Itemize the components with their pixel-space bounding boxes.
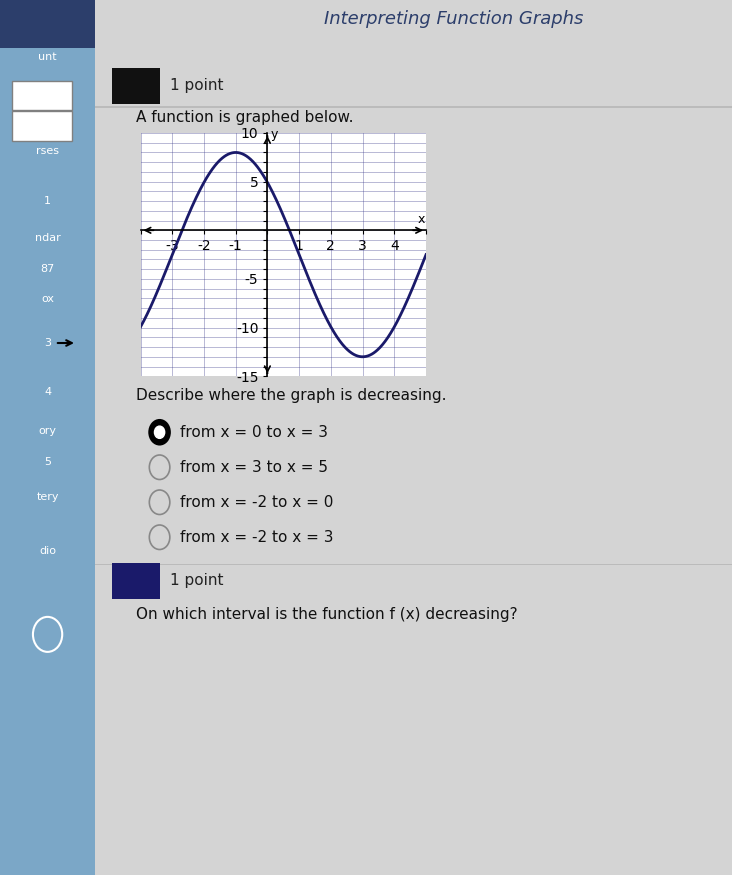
Circle shape xyxy=(149,490,170,514)
Text: x: x xyxy=(417,214,425,227)
Text: 1: 1 xyxy=(44,196,51,206)
FancyBboxPatch shape xyxy=(12,111,72,141)
Text: ory: ory xyxy=(39,425,56,436)
FancyBboxPatch shape xyxy=(0,0,95,48)
FancyBboxPatch shape xyxy=(12,80,72,110)
Text: unt: unt xyxy=(38,52,57,62)
Text: 1 point: 1 point xyxy=(170,78,223,94)
Text: Interpreting Function Graphs: Interpreting Function Graphs xyxy=(324,10,583,28)
FancyBboxPatch shape xyxy=(112,68,160,104)
Text: from x = 3 to x = 5: from x = 3 to x = 5 xyxy=(180,459,328,475)
Text: 87: 87 xyxy=(40,263,55,274)
Text: A function is graphed below.: A function is graphed below. xyxy=(136,109,354,125)
Text: On which interval is the function f (x) decreasing?: On which interval is the function f (x) … xyxy=(136,606,518,622)
Text: rses: rses xyxy=(36,145,59,156)
Text: 5: 5 xyxy=(44,457,51,467)
Text: ox: ox xyxy=(41,294,54,304)
Text: 1: 1 xyxy=(130,77,142,94)
Circle shape xyxy=(154,426,165,438)
Text: tery: tery xyxy=(37,492,59,502)
Text: lp: lp xyxy=(42,629,53,640)
Text: from x = 0 to x = 3: from x = 0 to x = 3 xyxy=(180,424,328,440)
FancyBboxPatch shape xyxy=(95,106,732,108)
Circle shape xyxy=(149,525,170,550)
Text: y: y xyxy=(271,128,278,141)
Text: Describe where the graph is decreasing.: Describe where the graph is decreasing. xyxy=(136,388,447,403)
Text: from x = -2 to x = 0: from x = -2 to x = 0 xyxy=(180,494,334,510)
Text: from x = -2 to x = 3: from x = -2 to x = 3 xyxy=(180,529,334,545)
Text: 3: 3 xyxy=(44,338,51,348)
FancyBboxPatch shape xyxy=(112,563,160,598)
Text: oard: oard xyxy=(35,91,60,102)
Circle shape xyxy=(33,617,62,652)
Text: 2: 2 xyxy=(130,571,142,589)
FancyBboxPatch shape xyxy=(0,0,95,875)
Circle shape xyxy=(149,455,170,480)
Text: 4: 4 xyxy=(44,387,51,397)
Circle shape xyxy=(149,420,170,444)
Text: ndar: ndar xyxy=(34,233,61,243)
FancyBboxPatch shape xyxy=(95,564,732,565)
Text: dio: dio xyxy=(39,546,56,556)
Text: 1 point: 1 point xyxy=(170,572,223,588)
